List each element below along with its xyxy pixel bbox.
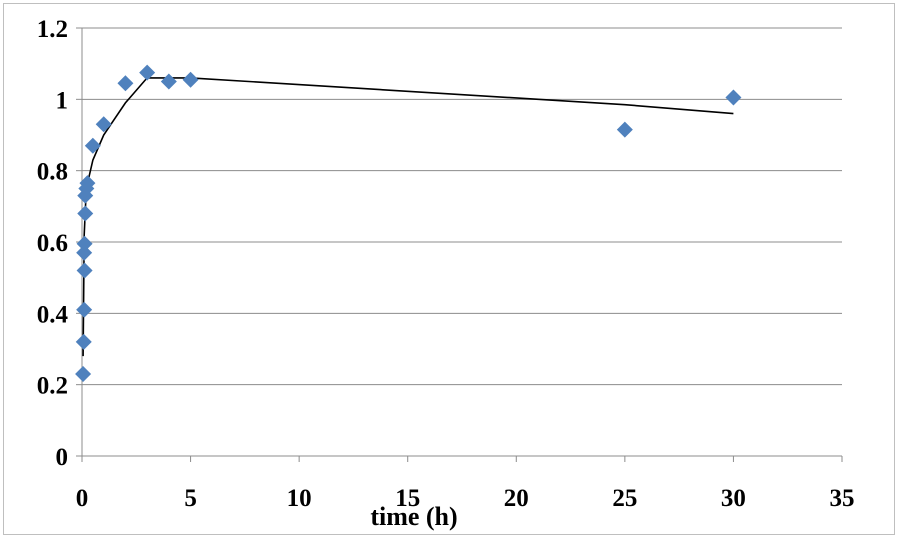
data-point — [76, 244, 93, 261]
scatter-chart: 0 5 10 15 20 25 30 35 0 0.2 0.4 0.6 0.8 1 1.2 time (h… — [37, 16, 855, 531]
data-point — [95, 116, 112, 133]
x-tick-label: 5 — [184, 485, 197, 512]
data-point — [75, 365, 92, 382]
x-axis-title: time (h) — [370, 502, 457, 531]
data-point — [76, 301, 93, 318]
data-point — [84, 137, 101, 154]
y-tick-label: 0 — [56, 444, 69, 471]
data-point — [117, 75, 134, 92]
data-point — [79, 175, 96, 192]
data-point — [77, 205, 94, 222]
y-tick-labels: 0 0.2 0.4 0.6 0.8 1 1.2 — [37, 16, 69, 471]
x-tick-label: 35 — [830, 485, 855, 512]
trend-line — [82, 77, 734, 357]
y-tick-label: 0.8 — [37, 159, 68, 186]
x-tick-label: 20 — [504, 485, 529, 512]
data-point — [725, 89, 742, 106]
y-tick-label: 0.2 — [37, 373, 68, 400]
trend-line-layer — [82, 77, 734, 357]
data-point — [616, 121, 633, 138]
y-tick-label: 0.4 — [37, 301, 69, 328]
x-tick-label: 15 — [395, 485, 420, 512]
y-tick-label: 1.2 — [37, 16, 68, 43]
y-tick-label: 0.6 — [37, 230, 68, 257]
data-point — [182, 71, 199, 88]
axes — [76, 27, 843, 462]
data-point — [76, 262, 93, 279]
gridlines — [82, 27, 842, 386]
x-tick-label: 0 — [76, 485, 89, 512]
chart-frame: 0 5 10 15 20 25 30 35 0 0.2 0.4 0.6 0.8 1 1.2 time (h… — [3, 3, 895, 535]
x-tick-label: 10 — [287, 485, 312, 512]
data-point — [160, 73, 177, 90]
x-tick-label: 30 — [721, 485, 746, 512]
y-tick-label: 1 — [56, 87, 69, 114]
x-tick-label: 25 — [612, 485, 637, 512]
data-point — [139, 64, 156, 81]
x-tick-labels: 0 5 10 15 20 25 30 35 — [76, 485, 855, 512]
data-point — [76, 235, 93, 252]
data-point — [75, 333, 92, 350]
data-points — [75, 64, 742, 382]
